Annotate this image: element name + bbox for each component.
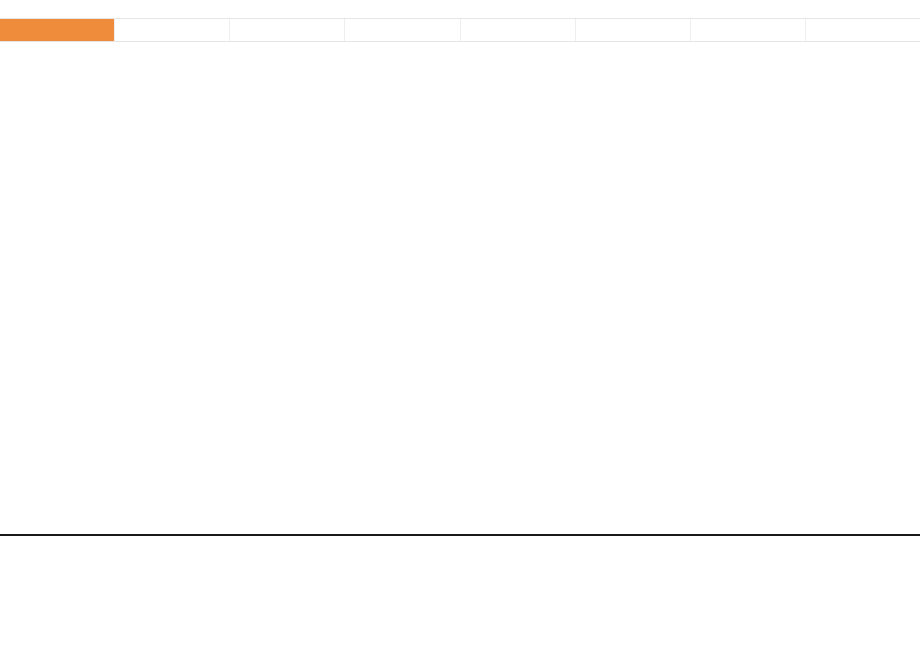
tab-monthly[interactable] (230, 19, 345, 41)
macd-info-bar (0, 512, 920, 534)
tab-weekly[interactable] (115, 19, 230, 41)
tab-30min[interactable] (576, 19, 691, 41)
candlestick-chart[interactable] (0, 92, 920, 512)
tab-5min[interactable] (345, 19, 460, 41)
tab-4hour[interactable] (806, 19, 920, 41)
timeframe-tabs (0, 19, 920, 42)
ohlc-info-bar (0, 42, 920, 92)
tab-60min[interactable] (691, 19, 806, 41)
macd-histogram-chart[interactable] (0, 534, 920, 652)
tab-daily[interactable] (0, 19, 115, 41)
tab-15min[interactable] (461, 19, 576, 41)
page-header (0, 0, 920, 19)
